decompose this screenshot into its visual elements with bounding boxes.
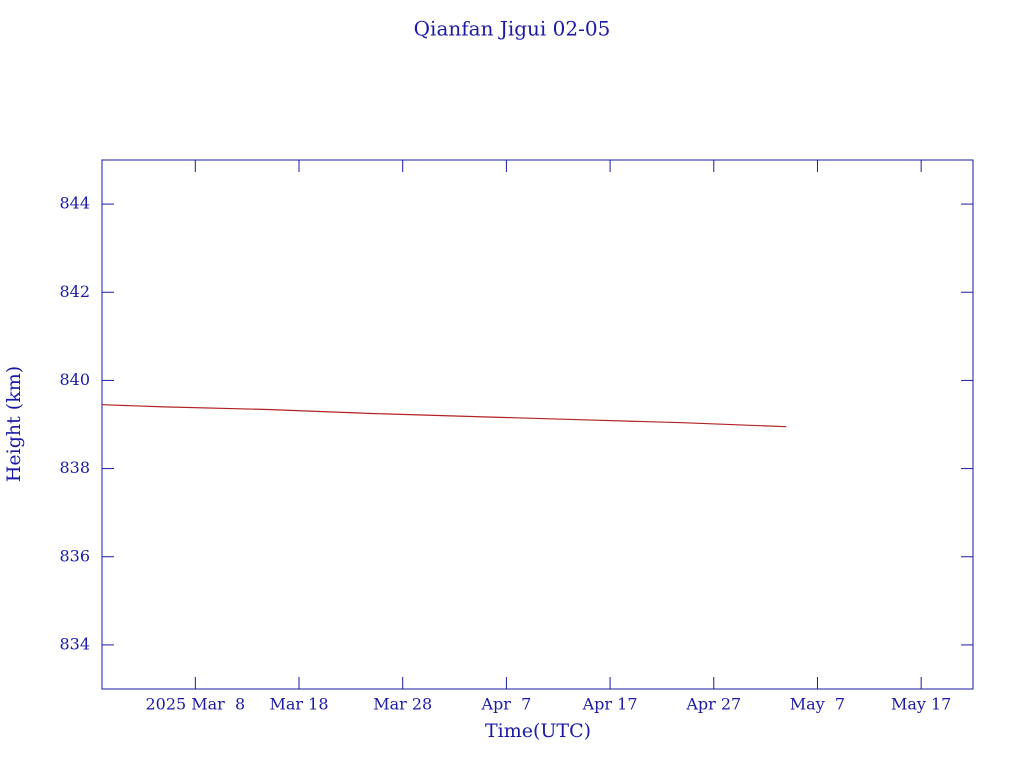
- chart-title: Qianfan Jigui 02-05: [414, 17, 611, 41]
- x-tick-label: May 17: [891, 695, 951, 714]
- data-line: [101, 404, 787, 428]
- x-tick-label: Apr 27: [685, 695, 741, 714]
- x-tick-label: Mar 28: [373, 695, 432, 714]
- y-tick-label: 844: [59, 194, 90, 213]
- x-tick-label: Apr 7: [480, 695, 531, 714]
- x-tick-label: Apr 17: [582, 695, 638, 714]
- x-tick-label: May 7: [790, 695, 845, 714]
- x-axis-label: Time(UTC): [485, 720, 591, 742]
- y-tick-label: 842: [59, 282, 90, 301]
- y-axis-label: Height (km): [3, 366, 25, 482]
- x-tick-label: 2025 Mar 8: [145, 695, 245, 714]
- y-tick-label: 840: [59, 370, 90, 389]
- plot-frame: [101, 159, 974, 690]
- y-tick-label: 838: [59, 458, 90, 477]
- x-tick-label: Mar 18: [270, 695, 329, 714]
- y-tick-label: 836: [59, 546, 90, 565]
- y-tick-label: 834: [59, 634, 90, 653]
